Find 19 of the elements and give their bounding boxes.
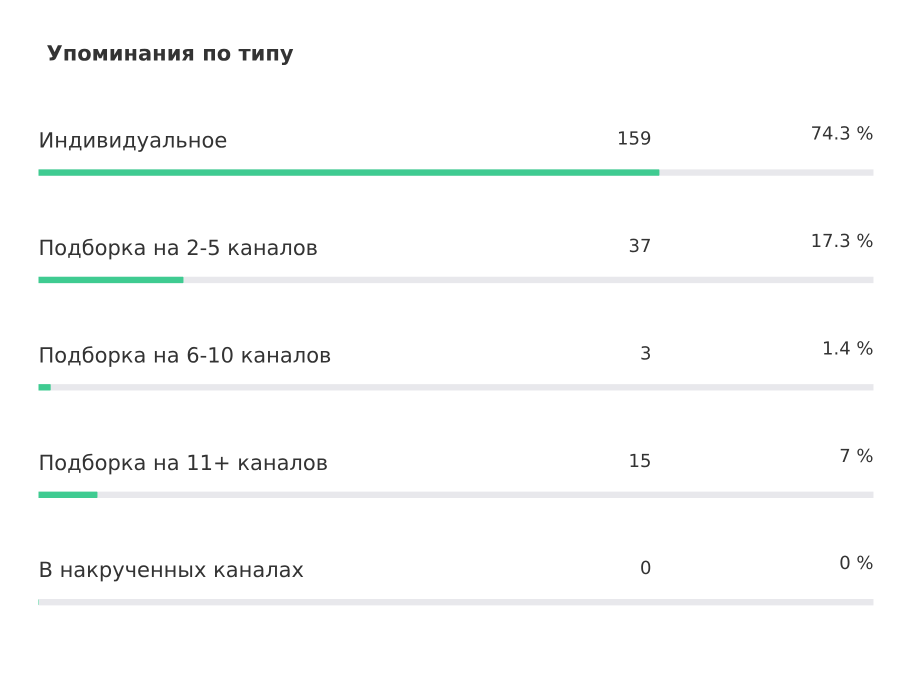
data-label: 1.4 %	[822, 338, 874, 360]
y-tick-label: В накрученных каналах	[38, 558, 304, 582]
chart-title: Упоминания по типу	[46, 42, 294, 66]
annotation: 3	[640, 343, 652, 364]
y-tick-label: Подборка на 6-10 каналов	[38, 343, 332, 368]
bar	[38, 276, 184, 284]
data-label: 7 %	[839, 446, 874, 467]
y-tick-label: Подборка на 11+ каналов	[38, 450, 328, 475]
bar	[38, 384, 51, 391]
annotation: 37	[628, 236, 652, 257]
annotation: 15	[628, 450, 652, 472]
bar	[38, 492, 98, 498]
data-label: 74.3 %	[810, 124, 874, 145]
data-label: 0 %	[839, 553, 874, 574]
data-label: 17.3 %	[810, 230, 874, 252]
annotation: 159	[617, 128, 652, 150]
y-tick-label: Индивидуальное	[38, 128, 228, 153]
y-tick-label: Подборка на 2-5 каналов	[38, 236, 318, 260]
annotation: 0	[640, 558, 652, 580]
